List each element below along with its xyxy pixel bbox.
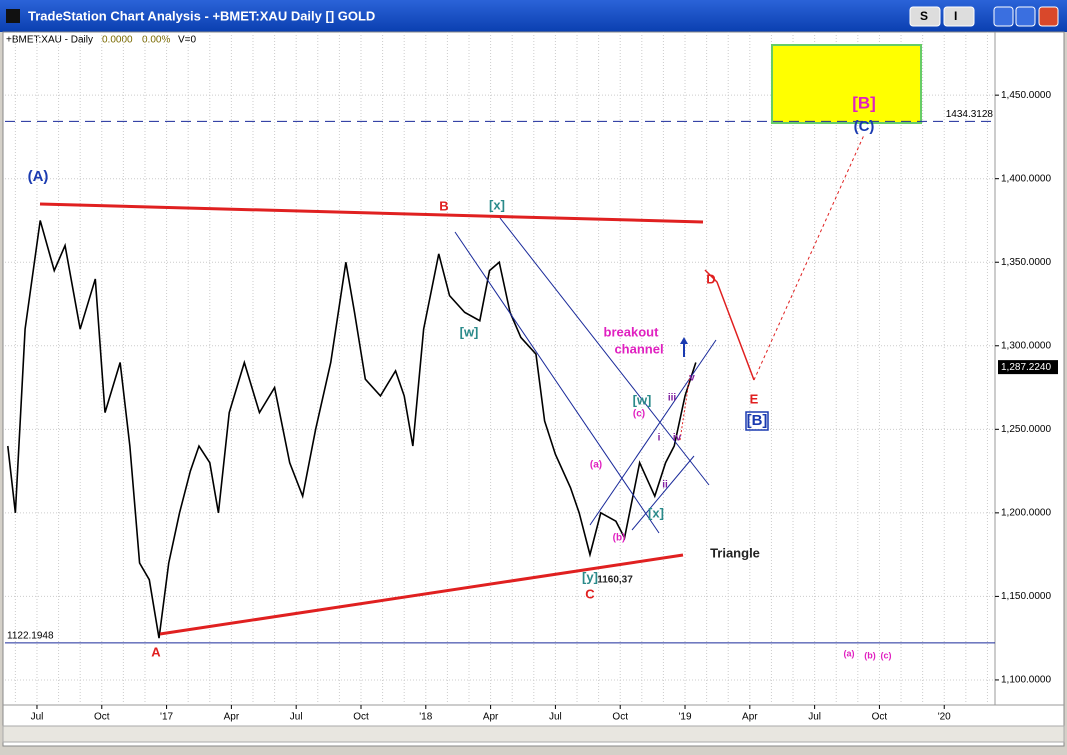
projection [704, 269, 755, 381]
annotation: (c) [881, 650, 892, 660]
pct-change: 0.00% [142, 35, 170, 46]
arrow-head [680, 337, 688, 344]
annotation: (b) [613, 533, 626, 544]
title-bar [0, 0, 1067, 32]
x-tick-label: Jul [31, 712, 44, 723]
button[interactable] [943, 6, 975, 27]
trendline [159, 553, 684, 636]
annotation: B [439, 198, 448, 213]
y-tick-label: 1,400.0000 [1001, 173, 1051, 184]
annotation: [w] [633, 392, 652, 407]
annotation: A [151, 644, 161, 659]
annotation: (a) [844, 648, 855, 658]
x-tick-label: Oct [872, 712, 888, 723]
button-label: I [954, 9, 957, 23]
annotation: (c) [633, 409, 645, 420]
price-change: 0.0000 [102, 35, 133, 46]
x-tick-label: '19 [678, 712, 691, 723]
x-tick-label: Oct [353, 712, 369, 723]
y-tick-label: 1,300.0000 [1001, 340, 1051, 351]
y-tick-label: 1,450.0000 [1001, 90, 1051, 101]
last-price-box [998, 360, 1058, 375]
close-button[interactable] [1038, 6, 1059, 27]
app-icon [6, 9, 20, 23]
x-tick-label: Apr [224, 712, 240, 723]
annotation: [B] [852, 93, 876, 112]
x-tick-label: '18 [419, 712, 432, 723]
y-tick-label: 1,350.0000 [1001, 257, 1051, 268]
annotation: D [706, 271, 715, 286]
annotation: i [658, 433, 661, 444]
channel-line [631, 455, 695, 531]
minimize-button[interactable] [993, 6, 1014, 27]
reference-label: 1122.1948 [7, 630, 54, 641]
y-tick-label: 1,100.0000 [1001, 675, 1051, 686]
annotation-box [745, 411, 769, 431]
y-tick-label: 1,150.0000 [1001, 591, 1051, 602]
annotation: (b) [864, 650, 876, 660]
annotation: iv [673, 433, 682, 444]
x-tick-label: '17 [160, 712, 173, 723]
y-tick-label: 1,200.0000 [1001, 507, 1051, 518]
projection [753, 134, 865, 381]
annotation: (A) [28, 168, 49, 185]
annotation: channel [614, 341, 663, 356]
channel-line [499, 217, 710, 486]
annotation: 1160,37 [597, 575, 633, 586]
window-title: TradeStation Chart Analysis - +BMET:XAU … [28, 8, 375, 23]
target-zone [771, 44, 922, 124]
reference-label: 1434.3128 [946, 109, 994, 120]
annotation: v [689, 373, 695, 384]
x-tick-label: Apr [742, 712, 758, 723]
annotation: (C) [854, 118, 875, 135]
x-tick-label: Jul [549, 712, 562, 723]
x-tick-label: Oct [94, 712, 110, 723]
x-tick-label: Jul [808, 712, 821, 723]
annotation: iii [668, 393, 677, 404]
annotation: ii [662, 480, 668, 491]
channel-line [454, 231, 660, 534]
trendline [39, 202, 704, 224]
symbol-label: +BMET:XAU - Daily [6, 35, 93, 46]
x-tick-label: Jul [290, 712, 303, 723]
last-price-label: 1,287.2240 [1001, 362, 1051, 373]
volume: V=0 [178, 35, 197, 46]
annotation: Triangle [710, 545, 760, 560]
projection [679, 374, 691, 441]
annotation: [w] [460, 324, 479, 339]
x-tick-label: Oct [612, 712, 628, 723]
maximize-button[interactable] [1015, 6, 1036, 27]
plot: 1,100.0000 1,150.0000 1,200.0000 1,250.0000… [5, 32, 1058, 723]
button-label: S [920, 9, 928, 23]
annotation: [x] [489, 197, 505, 212]
annotation: [x] [648, 505, 664, 520]
button[interactable] [909, 6, 941, 27]
price-line [7, 220, 697, 639]
channel-line [589, 339, 717, 526]
x-tick-label: Apr [483, 712, 499, 723]
annotation: [y] [582, 569, 598, 584]
annotation: (a) [590, 460, 602, 471]
y-tick-label: 1,250.0000 [1001, 424, 1051, 435]
annotation: C [585, 586, 595, 601]
annotation: [B] [747, 412, 768, 429]
scrollbar[interactable] [2, 725, 1065, 743]
x-tick-label: '20 [938, 712, 951, 723]
annotation: breakout [604, 324, 660, 339]
annotation: E [750, 391, 759, 406]
